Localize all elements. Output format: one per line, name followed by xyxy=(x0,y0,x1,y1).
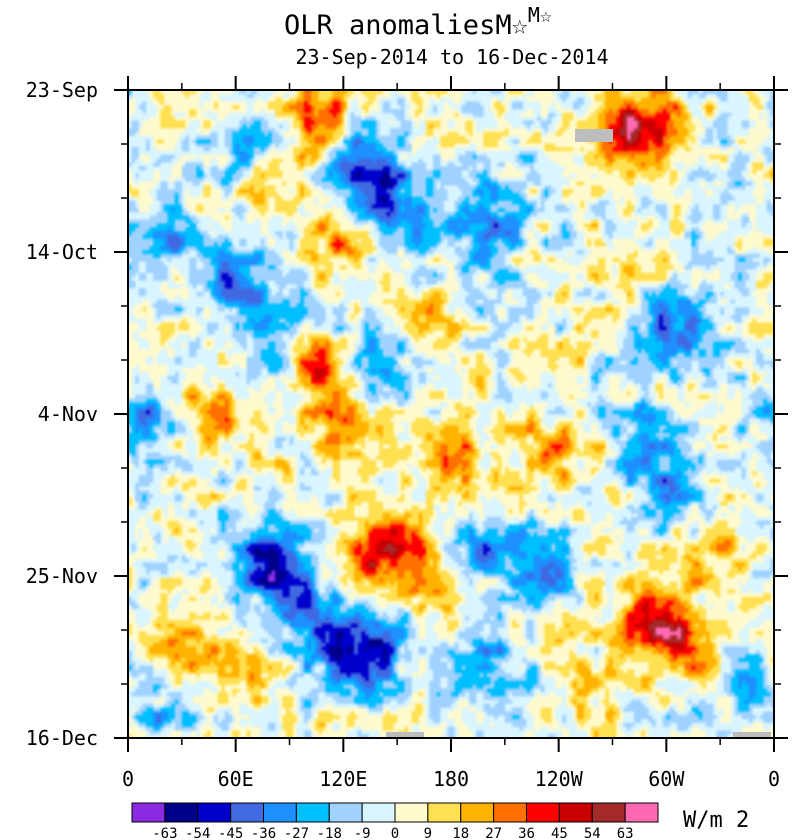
colorbar-swatch xyxy=(263,802,297,823)
colorbar-swatch xyxy=(197,802,232,823)
x-tick-label: 180 xyxy=(433,767,469,791)
colorbar-swatch xyxy=(526,802,560,823)
missing-data-patch xyxy=(733,732,771,738)
colorbar-swatch xyxy=(427,802,462,823)
colorbar-level-label: -54 xyxy=(185,826,210,840)
chart-title-superscript: M☆ xyxy=(528,3,552,27)
x-tick-label: 120E xyxy=(319,767,367,791)
colorbar-level-label: 45 xyxy=(551,826,568,840)
colorbar-swatch xyxy=(361,802,396,823)
y-tick-label: 4-Nov xyxy=(38,402,98,426)
colorbar-level-label: 63 xyxy=(617,826,634,840)
x-tick-label: 0 xyxy=(122,767,134,791)
colorbar-level-label: -63 xyxy=(152,826,177,840)
y-tick-label: 23-Sep xyxy=(26,78,98,102)
colorbar-swatch xyxy=(295,802,330,823)
colorbar-level-label: -45 xyxy=(218,826,243,840)
chart-subtitle: 23-Sep-2014 to 16-Dec-2014 xyxy=(295,45,608,69)
chart-title-suffix: M☆ xyxy=(495,10,528,41)
y-tick-label: 14-Oct xyxy=(26,240,98,264)
colorbar-level-label: -18 xyxy=(317,826,342,840)
colorbar-swatch xyxy=(394,802,429,823)
colorbar-level-label: -9 xyxy=(354,826,371,840)
colorbar-level-label: 36 xyxy=(518,826,535,840)
colorbar-level-label: 54 xyxy=(584,826,601,840)
colorbar-level-label: 0 xyxy=(391,826,399,840)
x-tick-label: 120W xyxy=(535,767,584,791)
missing-data-patch xyxy=(386,732,424,738)
colorbar-level-label: -27 xyxy=(284,826,309,840)
x-tick-label: 0 xyxy=(768,767,780,791)
colorbar-swatch xyxy=(624,802,659,823)
x-tick-label: 60E xyxy=(218,767,254,791)
x-tick-label: 60W xyxy=(648,767,685,791)
y-tick-label: 16-Dec xyxy=(26,726,98,750)
y-axis: 23-Sep 14-Oct 4-Nov 25-Nov 16-Dec xyxy=(26,78,788,750)
colorbar-level-label: 27 xyxy=(485,826,502,840)
anomaly-field xyxy=(128,90,774,738)
colorbar-swatch xyxy=(493,802,527,823)
colorbar-swatch xyxy=(328,802,363,823)
colorbar-level-label: -36 xyxy=(251,826,276,840)
colorbar-swatch xyxy=(164,802,199,823)
chart-title: OLR anomaliesM☆M☆ xyxy=(284,3,552,41)
colorbar-level-label: 18 xyxy=(452,826,469,840)
colorbar: -63 -54 -45 -36 -27 -18 -9 0 9 18 27 36 45 54 63 xyxy=(131,802,659,840)
colorbar-swatch xyxy=(230,802,264,823)
missing-data-patch xyxy=(575,129,613,142)
chart-title-text: OLR anomalies xyxy=(284,10,495,41)
x-axis: 0 60E 120E 180 120W 60W 0 xyxy=(122,76,780,791)
colorbar-swatch xyxy=(591,802,626,823)
colorbar-swatch xyxy=(460,802,495,823)
colorbar-unit-label: W/m 2 xyxy=(683,808,749,833)
colorbar-swatch xyxy=(131,802,166,823)
y-tick-label: 25-Nov xyxy=(26,564,98,588)
colorbar-level-label: 9 xyxy=(424,826,432,840)
colorbar-swatch xyxy=(558,802,593,823)
